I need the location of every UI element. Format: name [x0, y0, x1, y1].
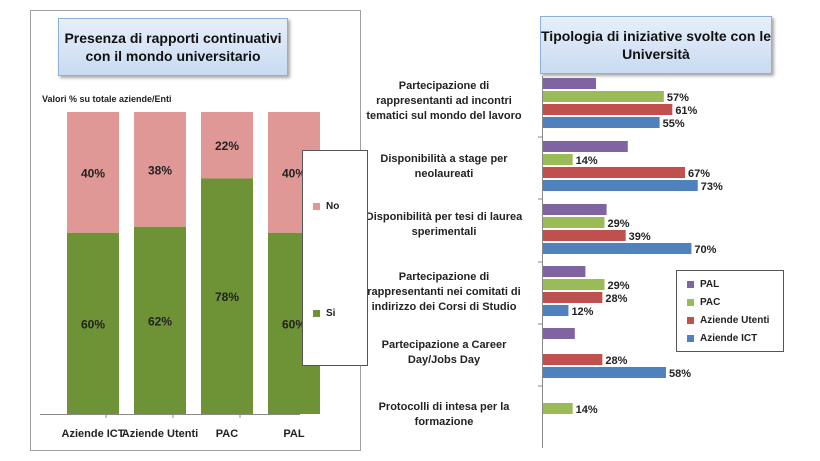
data-label-si-aziende-utenti: 62% [148, 314, 172, 328]
legend-label-pac: PAC [700, 297, 721, 308]
legend-label-aziende-ict: Aziende ICT [700, 333, 758, 344]
bar-pal-cat-2 [543, 204, 607, 215]
legend-item-pal: PAL [687, 279, 719, 290]
data-label-si-aziende-ict: 60% [81, 317, 105, 331]
bar-pal-cat-0 [543, 78, 596, 89]
data-label-si-pal: 60% [282, 317, 306, 331]
data-label-aziende-ict-cat-2: 70% [694, 244, 716, 256]
data-label-aziende-utenti-cat-3: 28% [605, 293, 627, 305]
bar-aziende-ict-cat-2 [543, 243, 692, 254]
legend-item-aziende-utenti: Aziende Utenti [687, 315, 769, 326]
data-label-aziende-utenti-cat-2: 39% [629, 231, 651, 243]
right-chart-title: Tipologia di iniziative svolte con le Un… [540, 16, 772, 74]
category-label-line: Disponibilità a stage per [380, 153, 508, 165]
bar-no-pac [201, 112, 253, 179]
bar-aziende-ict-cat-4 [543, 367, 666, 378]
bar-pal-cat-4 [543, 328, 575, 339]
category-label-line: Day/Jobs Day [407, 354, 481, 366]
legend-label-aziende-utenti: Aziende Utenti [700, 315, 770, 326]
data-label-no-aziende-utenti: 38% [148, 163, 172, 177]
legend-item-aziende-ict: Aziende ICT [687, 333, 757, 344]
bar-aziende-ict-cat-0 [543, 117, 660, 128]
bar-no-aziende-utenti [134, 112, 186, 227]
bar-aziende-utenti-cat-0 [543, 104, 673, 115]
x-tick-label-aziende-ict: Aziende ICT [62, 428, 125, 440]
category-label-line: Protocolli di intesa per la [378, 401, 510, 413]
data-label-aziende-ict-cat-3: 12% [571, 306, 593, 318]
data-label-no-pal: 40% [282, 166, 306, 180]
x-tick-label-aziende-utenti: Aziende Utenti [122, 428, 198, 440]
category-label-line: Partecipazione di [398, 270, 490, 283]
bar-si-aziende-ict [67, 232, 119, 414]
left-chart-title: Presenza di rapporti continuativi con il… [58, 18, 288, 76]
bar-aziende-utenti-cat-3 [543, 292, 603, 303]
category-label-1: Disponibilità a stage per neolaureati [356, 152, 532, 182]
legend-label-pal: PAL [700, 279, 720, 290]
bar-pac-cat-2 [543, 217, 605, 228]
category-label-5: Protocolli di intesa per la formazione [356, 400, 532, 430]
data-label-aziende-ict-cat-0: 55% [663, 118, 685, 130]
category-label-line: neolaureati [414, 168, 474, 180]
category-label-0: Partecipazione di rappresentanti ad incon… [356, 79, 532, 124]
legend-swatch-aziende-ict [687, 335, 694, 342]
category-label-2: Disponibilità per tesi di laurea sperimen… [356, 210, 532, 240]
bar-aziende-utenti-cat-4 [543, 354, 603, 365]
data-label-aziende-utenti-cat-0: 61% [675, 105, 697, 117]
bar-aziende-utenti-cat-1 [543, 167, 686, 178]
category-label-3: Partecipazione di rappresentanti nei comi… [356, 270, 532, 315]
data-label-no-aziende-ict: 40% [81, 166, 105, 180]
bar-si-pac [201, 178, 253, 414]
category-label-line: formazione [414, 416, 474, 428]
data-label-aziende-utenti-cat-1: 67% [688, 168, 710, 180]
legend-swatch-si [313, 310, 320, 317]
bar-pal-cat-3 [543, 266, 586, 277]
bar-pac-cat-3 [543, 279, 605, 290]
legend-item-no: No [313, 201, 339, 212]
legend-item-si: Si [313, 308, 335, 319]
data-label-no-pac: 22% [215, 139, 239, 153]
category-label-line: sperimentali [411, 226, 477, 238]
data-label-aziende-utenti-cat-4: 28% [605, 355, 627, 367]
data-label-pac-cat-3: 29% [607, 280, 629, 292]
data-label-pac-cat-5: 14% [576, 404, 598, 416]
right-chart-legend: PAL PAC Aziende Utenti Aziende ICT [676, 270, 784, 352]
data-label-pac-cat-0: 57% [667, 92, 689, 104]
legend-swatch-no [313, 203, 320, 210]
category-label-4: Partecipazione a Career Day/Jobs Day [356, 338, 532, 368]
bar-si-aziende-utenti [134, 226, 186, 414]
bar-aziende-ict-cat-1 [543, 180, 698, 191]
legend-swatch-pac [687, 299, 694, 306]
category-label-line: Partecipazione a Career [381, 339, 507, 351]
left-chart-legend: No Si [302, 150, 368, 366]
category-label-line: rappresentanti nei comitati di [367, 285, 521, 298]
bar-pac-cat-5 [543, 403, 573, 414]
x-tick-label-pac: PAC [216, 428, 238, 440]
bar-no-aziende-ict [67, 112, 119, 233]
category-label-line: rappresentanti ad incontri [376, 94, 512, 107]
left-chart-subtitle: Valori % su totale aziende/Enti [42, 94, 172, 104]
data-label-si-pac: 78% [215, 290, 239, 304]
data-label-pac-cat-2: 29% [607, 218, 629, 230]
bar-pal-cat-1 [543, 141, 628, 152]
legend-item-pac: PAC [687, 297, 720, 308]
legend-label-si: Si [326, 308, 336, 319]
data-label-aziende-ict-cat-1: 73% [701, 181, 723, 193]
legend-swatch-pal [687, 281, 694, 288]
category-label-line: tematici sul mondo del lavoro [366, 109, 522, 122]
legend-swatch-aziende-utenti [687, 317, 694, 324]
category-label-line: indirizzo dei Corsi di Studio [371, 300, 517, 313]
data-label-pac-cat-1: 14% [576, 155, 598, 167]
bar-aziende-utenti-cat-2 [543, 230, 626, 241]
category-label-line: Partecipazione di [398, 79, 490, 92]
bar-aziende-ict-cat-3 [543, 305, 569, 316]
bar-pac-cat-1 [543, 154, 573, 165]
category-label-line: Disponibilità per tesi di laurea [365, 211, 523, 223]
data-label-aziende-ict-cat-4: 58% [669, 368, 691, 380]
bar-pac-cat-0 [543, 91, 664, 102]
x-tick-label-pal: PAL [283, 428, 304, 440]
legend-label-no: No [326, 201, 340, 212]
